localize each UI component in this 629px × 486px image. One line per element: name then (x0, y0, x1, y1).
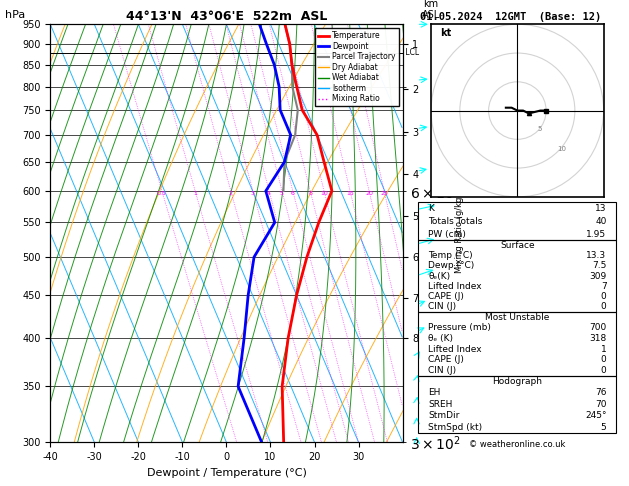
Text: 245°: 245° (585, 412, 606, 420)
Text: CIN (J): CIN (J) (428, 302, 456, 311)
Text: 76: 76 (595, 388, 606, 398)
Text: Surface: Surface (500, 241, 535, 250)
Text: StmSpd (kt): StmSpd (kt) (428, 423, 482, 432)
Text: 5: 5 (280, 191, 284, 196)
Text: 7: 7 (601, 282, 606, 291)
Text: CIN (J): CIN (J) (428, 366, 456, 375)
Text: CAPE (J): CAPE (J) (428, 292, 464, 301)
Text: 13.3: 13.3 (586, 251, 606, 260)
Legend: Temperature, Dewpoint, Parcel Trajectory, Dry Adiabat, Wet Adiabat, Isotherm, Mi: Temperature, Dewpoint, Parcel Trajectory… (314, 28, 399, 106)
Text: 15: 15 (346, 191, 354, 196)
Text: K: K (428, 204, 434, 213)
Text: 13: 13 (595, 204, 606, 213)
Text: θₑ (K): θₑ (K) (428, 334, 453, 343)
Bar (418, 241, 616, 312)
Bar (418, 312, 616, 376)
Text: 1: 1 (601, 345, 606, 353)
Text: Lifted Index: Lifted Index (428, 282, 482, 291)
Text: Dewp (°C): Dewp (°C) (428, 261, 474, 271)
Text: 1.95: 1.95 (586, 229, 606, 239)
Text: SREH: SREH (428, 400, 453, 409)
Text: kt: kt (440, 28, 451, 38)
Text: 5: 5 (538, 126, 542, 132)
Text: 7.5: 7.5 (592, 261, 606, 271)
Text: Hodograph: Hodograph (493, 377, 542, 386)
Bar (418, 376, 616, 433)
Text: Totals Totals: Totals Totals (428, 217, 482, 226)
Bar (418, 202, 616, 241)
Text: CAPE (J): CAPE (J) (428, 355, 464, 364)
Text: 0: 0 (601, 292, 606, 301)
Text: 70: 70 (595, 400, 606, 409)
Text: PW (cm): PW (cm) (428, 229, 466, 239)
Text: 4: 4 (267, 191, 271, 196)
Text: 318: 318 (589, 334, 606, 343)
Text: 0: 0 (601, 302, 606, 311)
Text: LCL: LCL (403, 49, 419, 57)
Text: Lifted Index: Lifted Index (428, 345, 482, 353)
Text: 0.5: 0.5 (157, 191, 167, 196)
Text: 10: 10 (558, 146, 567, 152)
Text: 8: 8 (308, 191, 312, 196)
Text: Most Unstable: Most Unstable (485, 312, 550, 322)
Text: 3: 3 (251, 191, 255, 196)
Text: © weatheronline.co.uk: © weatheronline.co.uk (469, 440, 565, 450)
Text: 1: 1 (193, 191, 197, 196)
Text: EH: EH (428, 388, 440, 398)
Text: 20: 20 (365, 191, 373, 196)
Text: StmDir: StmDir (428, 412, 460, 420)
Text: 6: 6 (291, 191, 294, 196)
Text: 01.05.2024  12GMT  (Base: 12): 01.05.2024 12GMT (Base: 12) (420, 12, 601, 22)
Text: 25: 25 (380, 191, 388, 196)
Text: 5: 5 (601, 423, 606, 432)
Text: θₑ(K): θₑ(K) (428, 272, 450, 280)
Text: 2: 2 (229, 191, 233, 196)
Text: 0: 0 (601, 366, 606, 375)
Text: 40: 40 (595, 217, 606, 226)
Text: Pressure (mb): Pressure (mb) (428, 323, 491, 332)
X-axis label: Dewpoint / Temperature (°C): Dewpoint / Temperature (°C) (147, 468, 306, 478)
Text: hPa: hPa (5, 10, 25, 20)
Text: Mixing Ratio (g/kg): Mixing Ratio (g/kg) (455, 193, 464, 273)
Text: km
ASL: km ASL (421, 0, 440, 20)
Title: 44°13'N  43°06'E  522m  ASL: 44°13'N 43°06'E 522m ASL (126, 10, 327, 23)
Text: 0: 0 (601, 355, 606, 364)
Text: 700: 700 (589, 323, 606, 332)
Text: 10: 10 (320, 191, 328, 196)
Text: 309: 309 (589, 272, 606, 280)
Text: Temp (°C): Temp (°C) (428, 251, 473, 260)
